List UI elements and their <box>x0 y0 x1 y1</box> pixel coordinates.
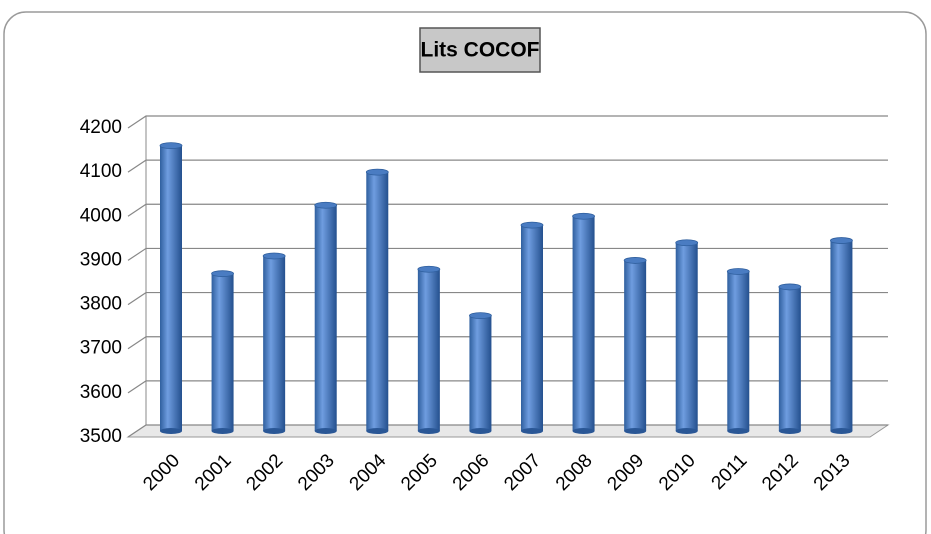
bar <box>521 225 543 431</box>
y-tick-label: 4000 <box>80 205 122 226</box>
y-tick-label: 3500 <box>80 426 122 447</box>
bar <box>263 256 286 431</box>
bar-bottom <box>211 428 234 434</box>
bar-bottom <box>675 428 698 434</box>
bar-top <box>469 312 492 320</box>
bar-top <box>726 268 750 275</box>
bar <box>469 315 492 431</box>
bar-top <box>314 201 338 209</box>
bar <box>624 260 647 431</box>
bar-top <box>417 265 441 273</box>
y-tick-label: 3600 <box>80 382 122 403</box>
bar-bottom <box>314 428 337 434</box>
bar-top <box>830 237 853 244</box>
bar-top <box>159 142 183 150</box>
bar <box>727 271 750 431</box>
bar-bottom <box>366 428 389 434</box>
bar-top <box>211 270 234 278</box>
bar-bottom <box>521 428 543 434</box>
bar <box>314 205 337 431</box>
y-tick-label: 3800 <box>80 294 122 315</box>
y-tick-label: 4200 <box>80 117 122 138</box>
bar-bottom <box>727 428 750 434</box>
chart-title: Lits COCOF <box>421 39 540 62</box>
y-tick-label: 3900 <box>80 249 122 270</box>
bar-top <box>520 221 544 229</box>
bar <box>675 242 698 431</box>
bar-top <box>623 257 647 264</box>
bar-bottom <box>572 428 595 434</box>
bar-bottom <box>263 428 286 434</box>
bar-top <box>778 283 802 291</box>
bar-bottom <box>830 428 853 434</box>
bar <box>211 273 234 431</box>
bar-top <box>572 212 595 220</box>
bar-top <box>365 168 389 176</box>
bar <box>160 145 182 431</box>
title-box <box>419 27 541 73</box>
bar-bottom <box>469 428 492 434</box>
bar <box>830 240 853 431</box>
bar-bottom <box>778 428 801 434</box>
bar-top <box>675 239 699 247</box>
bar-bottom <box>160 428 182 434</box>
bar-bottom <box>417 428 440 434</box>
bar-bottom <box>624 428 647 434</box>
floor <box>126 424 890 438</box>
y-tick-label: 4100 <box>80 161 122 182</box>
bar <box>572 216 595 431</box>
bar <box>366 172 389 431</box>
bar <box>417 269 440 431</box>
bar <box>778 286 801 431</box>
bar-top <box>262 252 286 260</box>
y-tick-label: 3700 <box>80 338 122 359</box>
